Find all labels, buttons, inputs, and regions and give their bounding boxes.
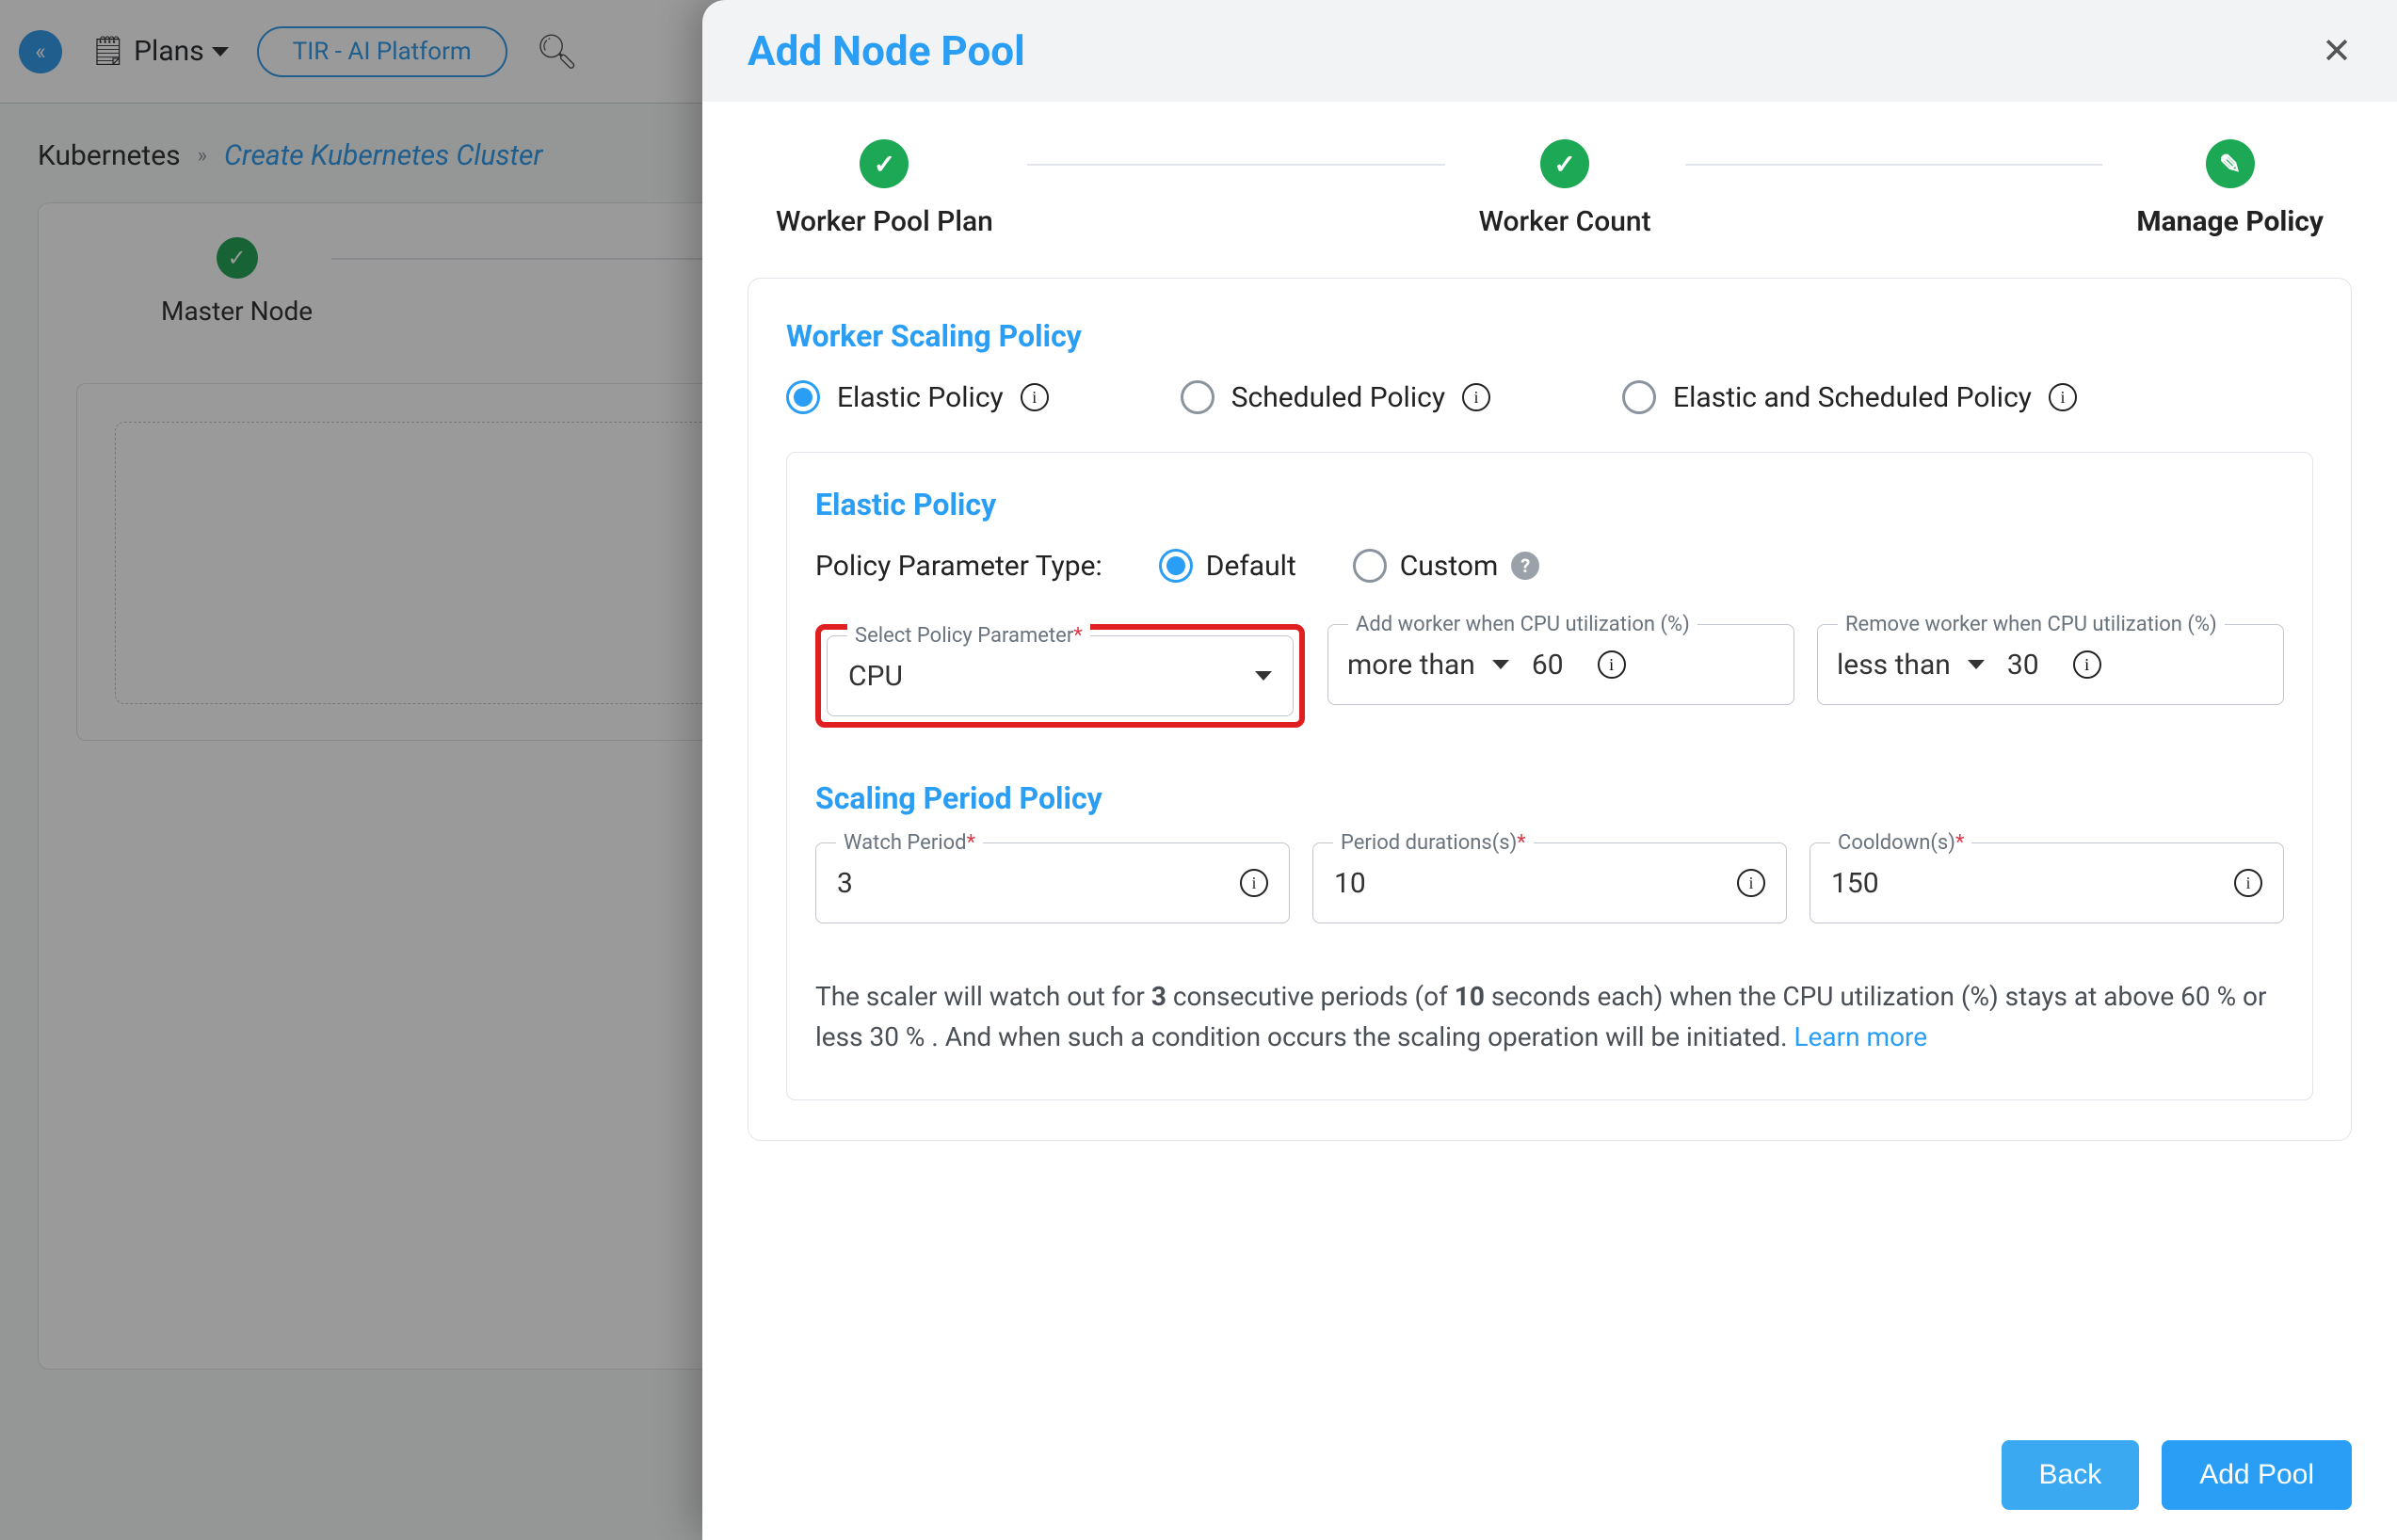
radio-label: Custom [1400, 550, 1499, 583]
step-label: Worker Count [1479, 205, 1651, 238]
info-icon[interactable]: i [1021, 383, 1049, 411]
input-value: 10 [1334, 867, 1366, 900]
step-label: Manage Policy [2136, 205, 2324, 238]
select-policy-parameter-field: Select Policy Parameter* CPU [815, 624, 1305, 728]
policy-card: Worker Scaling Policy Elastic Policy i S… [748, 278, 2352, 1141]
step-connector [1685, 164, 2103, 166]
chevron-down-icon [1492, 660, 1509, 669]
modal-stepper: ✓ Worker Pool Plan ✓ Worker Count ✎ Mana… [776, 139, 2324, 238]
radio-elastic-scheduled-policy[interactable]: Elastic and Scheduled Policy i [1622, 380, 2077, 414]
scaling-period-row: Watch Period* 3 i Period durations(s)* [815, 842, 2284, 923]
close-icon[interactable]: ✕ [2322, 30, 2352, 72]
step-worker-pool-plan[interactable]: ✓ Worker Pool Plan [776, 139, 993, 238]
field-label: Watch Period* [836, 831, 983, 855]
remove-worker-threshold-field: Remove worker when CPU utilization (%) l… [1817, 624, 2284, 728]
check-icon: ✓ [860, 139, 909, 188]
policy-radio-group: Elastic Policy i Scheduled Policy i Elas… [786, 380, 2313, 414]
modal-footer: Back Add Pool [702, 1423, 2397, 1540]
param-type-label: Policy Parameter Type: [815, 550, 1102, 583]
input-value: 3 [837, 867, 853, 900]
radio-icon [1353, 549, 1387, 583]
modal-body: ✓ Worker Pool Plan ✓ Worker Count ✎ Mana… [702, 102, 2397, 1423]
radio-icon [786, 380, 820, 414]
add-node-pool-modal: Add Node Pool ✕ ✓ Worker Pool Plan ✓ Wor… [702, 0, 2397, 1540]
add-pool-button[interactable]: Add Pool [2162, 1440, 2352, 1510]
threshold-value: 60 [1532, 649, 1564, 682]
elastic-policy-title: Elastic Policy [815, 487, 2284, 522]
info-icon[interactable]: i [1737, 869, 1765, 897]
step-worker-count[interactable]: ✓ Worker Count [1479, 139, 1651, 238]
step-connector [1027, 164, 1445, 166]
info-icon[interactable]: i [2049, 383, 2077, 411]
modal-title: Add Node Pool [748, 26, 1025, 75]
learn-more-link[interactable]: Learn more [1794, 1021, 1927, 1052]
cooldown-field: Cooldown(s)* 150 i [1810, 842, 2284, 923]
radio-label: Elastic Policy [837, 381, 1004, 414]
operator: more than [1347, 649, 1475, 682]
watch-period-field: Watch Period* 3 i [815, 842, 1290, 923]
back-button[interactable]: Back [2002, 1440, 2140, 1510]
info-icon[interactable]: i [1598, 650, 1626, 679]
edit-icon: ✎ [2206, 139, 2255, 188]
period-duration-field: Period durations(s)* 10 i [1312, 842, 1787, 923]
scaling-period-title: Scaling Period Policy [815, 780, 2284, 816]
threshold-value: 30 [2007, 649, 2039, 682]
field-label: Remove worker when CPU utilization (%) [1838, 613, 2225, 636]
select-value: CPU [848, 660, 903, 693]
field-label: Add worker when CPU utilization (%) [1348, 613, 1697, 636]
info-icon[interactable]: i [2073, 650, 2101, 679]
chevron-down-icon [1255, 671, 1272, 681]
elastic-policy-card: Elastic Policy Policy Parameter Type: De… [786, 452, 2313, 1100]
field-label: Period durations(s)* [1333, 831, 1534, 855]
chevron-down-icon [1968, 660, 1985, 669]
step-label: Worker Pool Plan [776, 205, 993, 238]
elastic-fields-row: Select Policy Parameter* CPU Add worker … [815, 624, 2284, 728]
radio-icon [1181, 380, 1215, 414]
param-type-row: Policy Parameter Type: Default Custom ? [815, 549, 2284, 583]
field-label: Cooldown(s)* [1830, 831, 1971, 855]
worker-scaling-policy-title: Worker Scaling Policy [786, 318, 2313, 354]
info-icon[interactable]: i [2234, 869, 2262, 897]
check-icon: ✓ [1540, 139, 1589, 188]
modal-header: Add Node Pool ✕ [702, 0, 2397, 102]
add-worker-threshold-field: Add worker when CPU utilization (%) more… [1327, 624, 1794, 728]
radio-default[interactable]: Default [1159, 549, 1296, 583]
scaler-description: The scaler will watch out for 3 consecut… [815, 976, 2284, 1058]
input-value: 150 [1831, 867, 1879, 900]
info-icon[interactable]: i [1462, 383, 1490, 411]
radio-icon [1622, 380, 1656, 414]
operator: less than [1837, 649, 1951, 682]
radio-label: Default [1206, 550, 1296, 583]
step-manage-policy[interactable]: ✎ Manage Policy [2136, 139, 2324, 238]
radio-custom[interactable]: Custom ? [1353, 549, 1540, 583]
radio-scheduled-policy[interactable]: Scheduled Policy i [1181, 380, 1490, 414]
field-label: Select Policy Parameter* [847, 624, 1090, 648]
radio-label: Elastic and Scheduled Policy [1673, 381, 2032, 414]
info-icon[interactable]: i [1240, 869, 1268, 897]
help-icon[interactable]: ? [1511, 552, 1539, 580]
radio-elastic-policy[interactable]: Elastic Policy i [786, 380, 1049, 414]
radio-label: Scheduled Policy [1231, 381, 1445, 414]
radio-icon [1159, 549, 1193, 583]
